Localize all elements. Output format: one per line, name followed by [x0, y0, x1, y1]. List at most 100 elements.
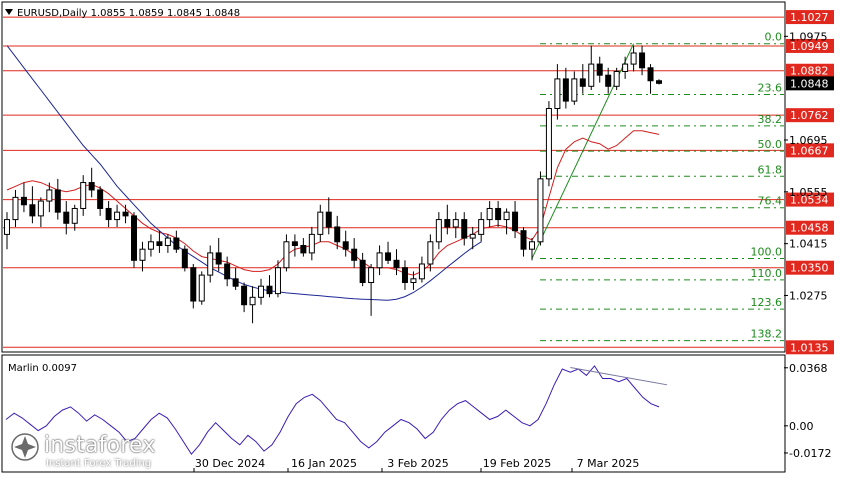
price-tick-label: 1.0975 — [789, 30, 828, 43]
level-price-tag — [786, 192, 834, 207]
level-price-label: 1.0882 — [790, 65, 829, 78]
bearish-candle — [359, 259, 366, 284]
bullish-candle — [554, 78, 561, 110]
bullish-candle — [71, 207, 78, 224]
bearish-candle — [351, 248, 358, 261]
bearish-candle — [647, 67, 654, 82]
level-price-label: 1.0762 — [790, 109, 829, 122]
fib-level-label: 61.8 — [758, 163, 783, 176]
bullish-candle — [368, 267, 375, 284]
level-price-label: 1.0135 — [790, 341, 829, 354]
bullish-candle — [545, 108, 552, 180]
bullish-candle — [258, 285, 265, 298]
time-tick-label: 16 Jan 2025 — [291, 457, 357, 470]
bearish-candle — [291, 241, 298, 246]
bearish-candle — [97, 189, 104, 209]
bullish-candle — [588, 63, 595, 87]
level-price-tag — [786, 10, 834, 25]
bearish-candle — [562, 78, 569, 102]
bearish-candle — [300, 244, 307, 254]
fibonacci-retracement: 0.0 23.6 38.2 50.0 61.8 76.4 100.0 110.0 123.6 13… — [531, 31, 784, 342]
fib-level-label: 0.0 — [765, 31, 783, 44]
fast-moving-average-line — [6, 130, 660, 276]
marlin-oscillator-line — [5, 365, 660, 456]
horizontal-levels: 1.1027 1.0949 1.0882 1.0762 1.0667 1.0534 1.04… — [3, 10, 834, 355]
bearish-candle — [334, 226, 341, 243]
bullish-candle — [528, 241, 535, 250]
fib-level-label: 110.0 — [751, 267, 783, 280]
level-price-label: 1.1027 — [790, 11, 829, 24]
level-price-tag — [786, 143, 834, 158]
time-tick-label: 19 Feb 2025 — [483, 457, 551, 470]
level-price-tag — [786, 63, 834, 78]
bullish-candle — [630, 52, 637, 65]
bearish-candle — [579, 78, 586, 87]
bullish-candle — [207, 252, 214, 276]
level-price-tag — [786, 108, 834, 123]
watermark-tagline: Instant Forex Trading — [46, 458, 152, 469]
bullish-candle — [114, 211, 121, 221]
bullish-candle — [503, 211, 510, 221]
fib-level-label: 123.6 — [751, 296, 783, 309]
indicator-tick-label: -0.0172 — [789, 447, 831, 460]
bullish-candle — [4, 219, 10, 235]
indicator-tick-label: 0.00 — [789, 420, 814, 433]
bullish-candle — [274, 267, 281, 295]
bullish-candle — [376, 252, 383, 269]
level-price-label: 1.0949 — [790, 40, 829, 53]
price-axis: 1.0975 1.0695 1.0555 1.0415 1.0275 1.0848 — [784, 30, 834, 302]
fib-level-label: 38.2 — [758, 113, 783, 126]
bullish-candle — [198, 274, 205, 302]
bullish-candle — [418, 263, 425, 280]
time-tick-label: 3 Feb 2025 — [387, 457, 448, 470]
bullish-candle — [435, 219, 442, 243]
bullish-candle — [613, 70, 620, 87]
bullish-candle — [139, 248, 146, 261]
watermark: instaforex Instant Forex Trading — [6, 428, 176, 474]
bearish-candle — [173, 237, 180, 250]
candlestick-series — [4, 45, 662, 324]
bullish-candle — [427, 241, 434, 265]
bearish-candle — [241, 285, 248, 306]
level-price-tag — [786, 220, 834, 235]
watermark-brand: instaforex — [44, 433, 156, 458]
triangle-down-icon[interactable] — [5, 9, 13, 15]
level-price-label: 1.0350 — [790, 262, 829, 275]
bullish-candle — [147, 241, 154, 250]
bearish-candle — [20, 196, 27, 206]
bullish-candle — [164, 237, 171, 246]
bearish-candle — [325, 211, 332, 228]
bearish-candle — [393, 259, 400, 269]
level-price-label: 1.0667 — [790, 144, 829, 157]
level-price-label: 1.0534 — [790, 194, 829, 207]
main-chart-panel[interactable] — [1, 1, 786, 353]
bearish-candle — [190, 267, 197, 302]
bearish-candle — [512, 211, 519, 232]
time-tick-label: 7 Mar 2025 — [577, 457, 640, 470]
current-price-label: 1.0848 — [790, 77, 829, 90]
instaforex-logo-icon — [11, 433, 39, 461]
fib-level-label: 138.2 — [751, 328, 783, 341]
bearish-candle — [105, 207, 112, 221]
bearish-candle — [215, 252, 222, 265]
bullish-candle — [452, 219, 459, 228]
indicator-tick-label: 0.0368 — [789, 362, 828, 375]
price-tick-label: 1.0275 — [789, 289, 828, 302]
bearish-candle — [266, 285, 273, 295]
bullish-candle — [249, 296, 256, 306]
marlin-indicator: 0.0368 0.00 -0.0172 — [5, 362, 831, 460]
symbol-info: EURUSD,Daily 1.0855 1.0859 1.0845 1.0848 — [17, 8, 240, 19]
bullish-candle — [622, 63, 629, 72]
time-axis: 30 Dec 2024 16 Jan 2025 3 Feb 2025 19 Feb 2… — [193, 457, 640, 472]
level-price-label: 1.0458 — [790, 222, 829, 235]
bullish-candle — [537, 178, 544, 243]
bearish-candle — [181, 248, 188, 269]
bullish-candle — [37, 200, 44, 217]
indicator-panel[interactable] — [1, 354, 786, 473]
bearish-candle — [495, 207, 502, 221]
bullish-candle — [46, 189, 53, 202]
bullish-candle — [317, 211, 324, 235]
bearish-candle — [54, 189, 61, 213]
